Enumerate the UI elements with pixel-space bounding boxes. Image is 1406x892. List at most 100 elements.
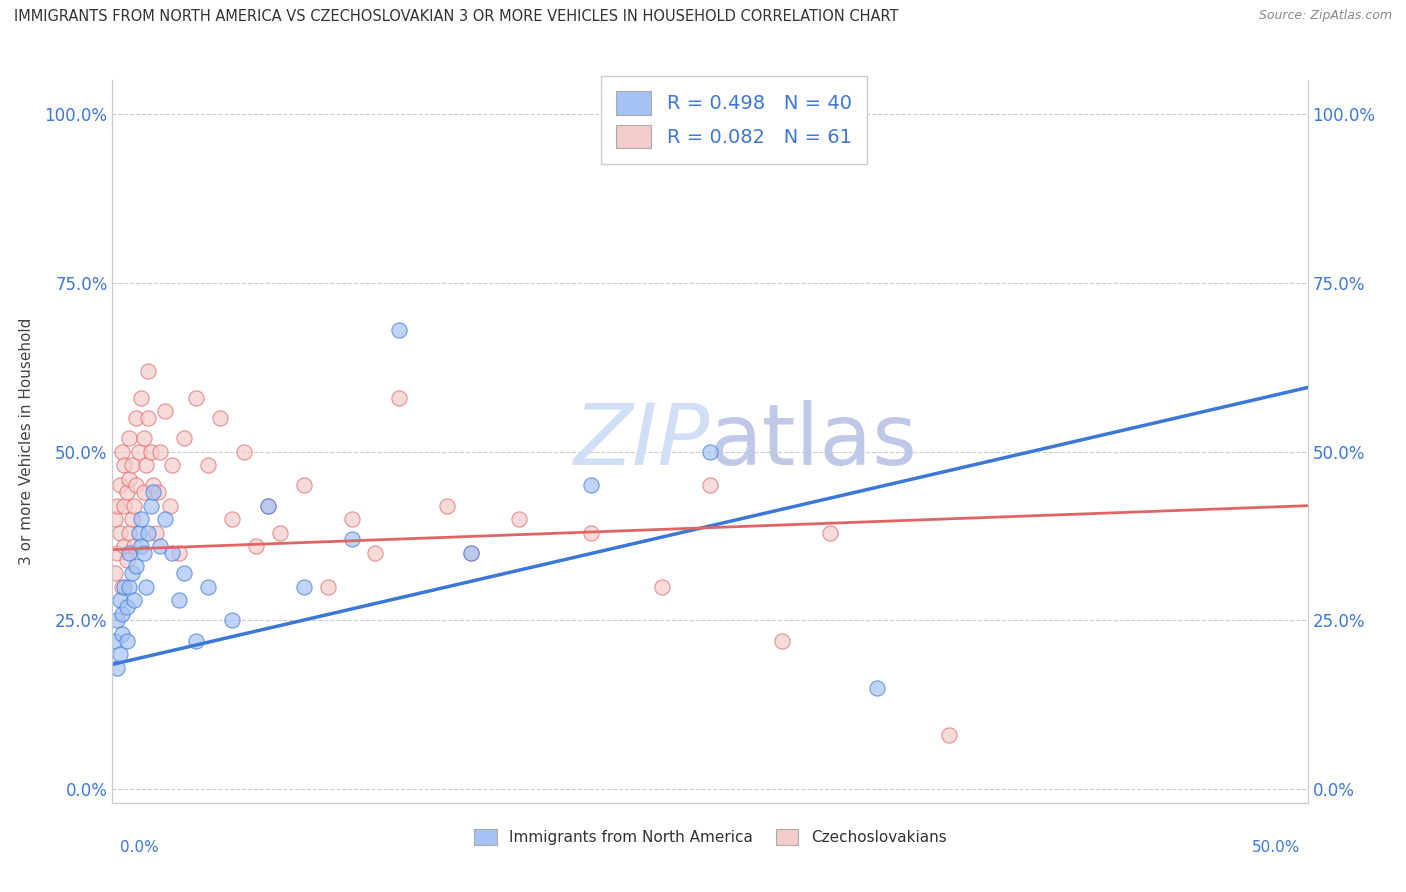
Point [122, 593, 145, 607]
Point [118, 525, 141, 540]
Point [122, 499, 145, 513]
Point [139, 499, 162, 513]
Point [699, 478, 721, 492]
Point [269, 525, 291, 540]
Point [105, 614, 128, 628]
Point [818, 525, 841, 540]
Point [233, 444, 256, 458]
Legend: Immigrants from North America, Czechoslovakians: Immigrants from North America, Czechoslo… [465, 822, 955, 853]
Point [129, 539, 152, 553]
Point [149, 444, 172, 458]
Point [121, 512, 143, 526]
Point [115, 633, 138, 648]
Point [111, 607, 134, 621]
Point [938, 728, 960, 742]
Point [153, 512, 176, 526]
Point [292, 478, 315, 492]
Point [579, 525, 602, 540]
Point [122, 539, 145, 553]
Point [145, 525, 167, 540]
Point [340, 533, 363, 547]
Point [108, 647, 131, 661]
Point [118, 580, 141, 594]
Point [104, 633, 127, 648]
Point [245, 539, 267, 553]
Point [364, 546, 387, 560]
Point [108, 593, 131, 607]
Point [818, 107, 841, 121]
Point [108, 478, 131, 492]
Point [138, 525, 160, 540]
Point [162, 458, 183, 472]
Point [105, 546, 128, 560]
Point [138, 411, 160, 425]
Point [221, 614, 243, 628]
Point [292, 580, 315, 594]
Point [125, 559, 148, 574]
Point [111, 444, 134, 458]
Point [118, 546, 141, 560]
Text: 0.0%: 0.0% [120, 840, 159, 855]
Point [866, 681, 889, 695]
Point [129, 391, 152, 405]
Point [132, 546, 155, 560]
Point [159, 499, 181, 513]
Point [115, 599, 138, 614]
Point [121, 566, 143, 581]
Point [169, 593, 191, 607]
Point [114, 580, 135, 594]
Point [114, 499, 135, 513]
Point [149, 539, 172, 553]
Point [121, 458, 143, 472]
Point [197, 580, 219, 594]
Point [114, 458, 135, 472]
Point [436, 499, 458, 513]
Point [138, 364, 160, 378]
Point [460, 546, 482, 560]
Point [699, 444, 721, 458]
Point [118, 472, 141, 486]
Point [146, 485, 169, 500]
Point [129, 512, 152, 526]
Point [125, 411, 148, 425]
Point [104, 566, 127, 581]
Point [125, 478, 148, 492]
Point [132, 485, 155, 500]
Point [770, 633, 793, 648]
Point [128, 525, 150, 540]
Point [115, 552, 138, 566]
Point [197, 458, 219, 472]
Point [209, 411, 232, 425]
Point [105, 499, 128, 513]
Point [340, 512, 363, 526]
Point [132, 431, 155, 445]
Point [108, 525, 131, 540]
Point [257, 499, 280, 513]
Point [135, 458, 157, 472]
Text: ZIP: ZIP [574, 400, 710, 483]
Point [651, 580, 673, 594]
Point [104, 512, 127, 526]
Point [221, 512, 243, 526]
Point [257, 499, 280, 513]
Point [153, 404, 176, 418]
Point [111, 627, 134, 641]
Point [135, 580, 157, 594]
Point [186, 391, 208, 405]
Point [111, 580, 134, 594]
Point [579, 478, 602, 492]
Text: 50.0%: 50.0% [1253, 840, 1301, 855]
Text: atlas: atlas [710, 400, 918, 483]
Y-axis label: 3 or more Vehicles in Household: 3 or more Vehicles in Household [18, 318, 34, 566]
Point [169, 546, 191, 560]
Point [114, 539, 135, 553]
Point [460, 546, 482, 560]
Point [388, 391, 411, 405]
Point [388, 323, 411, 337]
Text: IMMIGRANTS FROM NORTH AMERICA VS CZECHOSLOVAKIAN 3 OR MORE VEHICLES IN HOUSEHOLD: IMMIGRANTS FROM NORTH AMERICA VS CZECHOS… [14, 9, 898, 24]
Point [128, 444, 150, 458]
Text: Source: ZipAtlas.com: Source: ZipAtlas.com [1258, 9, 1392, 22]
Point [508, 512, 530, 526]
Point [118, 431, 141, 445]
Point [186, 633, 208, 648]
